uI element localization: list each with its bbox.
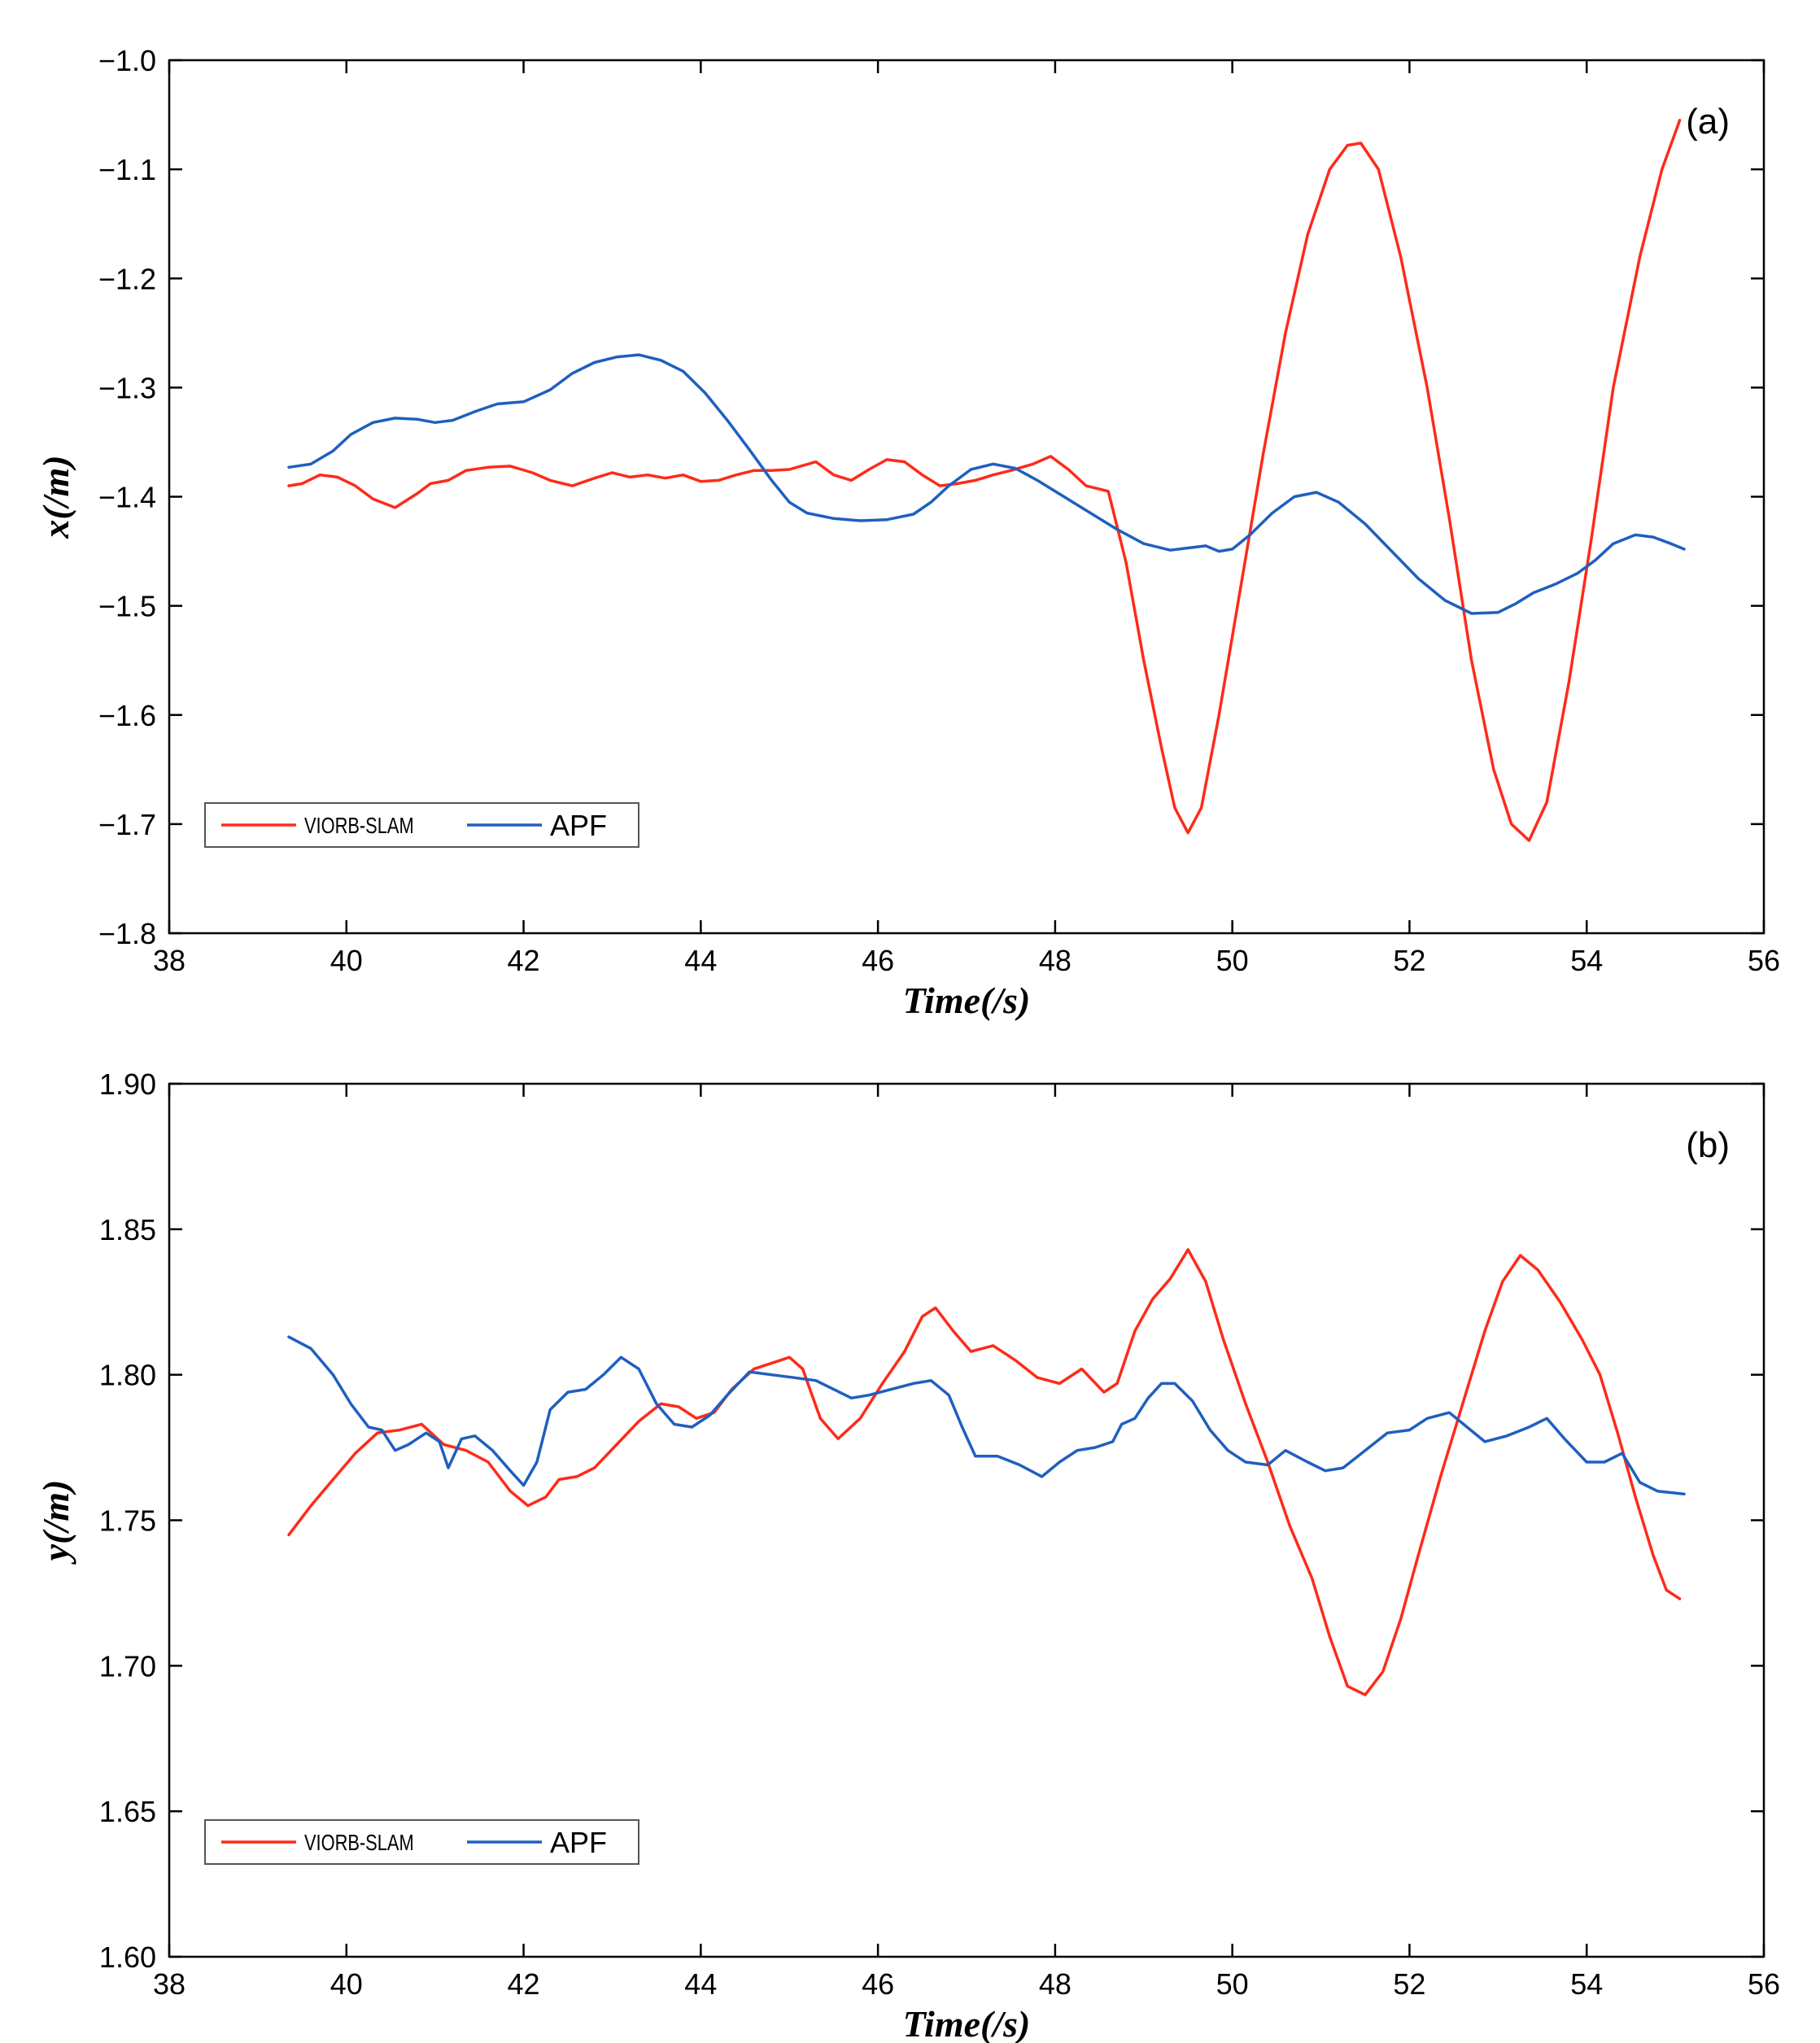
- y-tick-label: 1.65: [99, 1795, 156, 1828]
- x-tick-label: 42: [508, 1967, 540, 2001]
- x-tick-label: 44: [684, 944, 717, 977]
- y-tick-label: 1.60: [99, 1940, 156, 1974]
- y-tick-label: −1.3: [98, 371, 156, 404]
- x-tick-label: 48: [1039, 944, 1071, 977]
- x-tick-label: 52: [1393, 1967, 1425, 2001]
- panel-label: (b): [1686, 1125, 1730, 1165]
- x-tick-label: 50: [1216, 944, 1249, 977]
- x-tick-label: 38: [153, 1967, 185, 2001]
- series-line-apf: [287, 353, 1686, 615]
- x-tick-label: 42: [508, 944, 540, 977]
- legend-label-apf: APF: [550, 1826, 607, 1859]
- y-tick-label: −1.8: [98, 917, 156, 950]
- y-tick-label: −1.7: [98, 808, 156, 841]
- y-tick-label: −1.6: [98, 699, 156, 732]
- x-tick-label: 50: [1216, 1967, 1249, 2001]
- legend-label-viorb-slam: VIORB-SLAM: [304, 814, 414, 839]
- series-line-viorb-slam: [287, 1248, 1682, 1696]
- x-tick-label: 40: [330, 1967, 363, 2001]
- y-tick-label: 1.85: [99, 1213, 156, 1246]
- chart-panel-b: 38 40 42 44 46 48 50 52 54 56 1.60 1.65 1.70 1.75 1.80…: [35, 1067, 1780, 2043]
- y-tick-label: −1.5: [98, 590, 156, 623]
- x-tick-label: 46: [862, 1967, 894, 2001]
- x-tick-label: 46: [862, 944, 894, 977]
- y-tick-label: 1.70: [99, 1649, 156, 1683]
- x-axis-title: Time(/s): [903, 2003, 1031, 2043]
- legend: VIORB-SLAM APF: [204, 802, 639, 848]
- y-tick-label: −1.4: [98, 481, 156, 514]
- x-tick-label: 54: [1570, 944, 1603, 977]
- y-tick-label: 1.90: [99, 1067, 156, 1101]
- series-line-viorb-slam: [287, 119, 1682, 842]
- y-tick-label: −1.2: [98, 262, 156, 295]
- legend: VIORB-SLAM APF: [204, 1819, 639, 1865]
- series-line-apf: [287, 1335, 1686, 1496]
- x-tick-label: 40: [330, 944, 363, 977]
- x-tick-label: 52: [1393, 944, 1425, 977]
- y-tick-label: −1.0: [98, 44, 156, 77]
- x-tick-label: 56: [1748, 944, 1780, 977]
- x-tick-label: 38: [153, 944, 185, 977]
- y-axis-title: x(/m): [35, 455, 76, 539]
- legend-label-apf: APF: [550, 809, 607, 842]
- chart-panel-a: 38 40 42 44 46 48 50 52 54 56 −1.8 −1.7 −1.6 −1.5 −1.4…: [35, 44, 1780, 1021]
- legend-label-viorb-slam: VIORB-SLAM: [304, 1831, 414, 1856]
- x-tick-label: 44: [684, 1967, 717, 2001]
- x-tick-label: 54: [1570, 1967, 1603, 2001]
- x-tick-label: 48: [1039, 1967, 1071, 2001]
- y-axis-title: y(/m): [35, 1480, 76, 1565]
- y-tick-label: 1.80: [99, 1359, 156, 1392]
- y-tick-label: −1.1: [98, 153, 156, 186]
- y-tick-label: 1.75: [99, 1504, 156, 1538]
- x-tick-label: 56: [1748, 1967, 1780, 2001]
- x-axis-title: Time(/s): [903, 980, 1031, 1021]
- panel-label: (a): [1686, 102, 1730, 142]
